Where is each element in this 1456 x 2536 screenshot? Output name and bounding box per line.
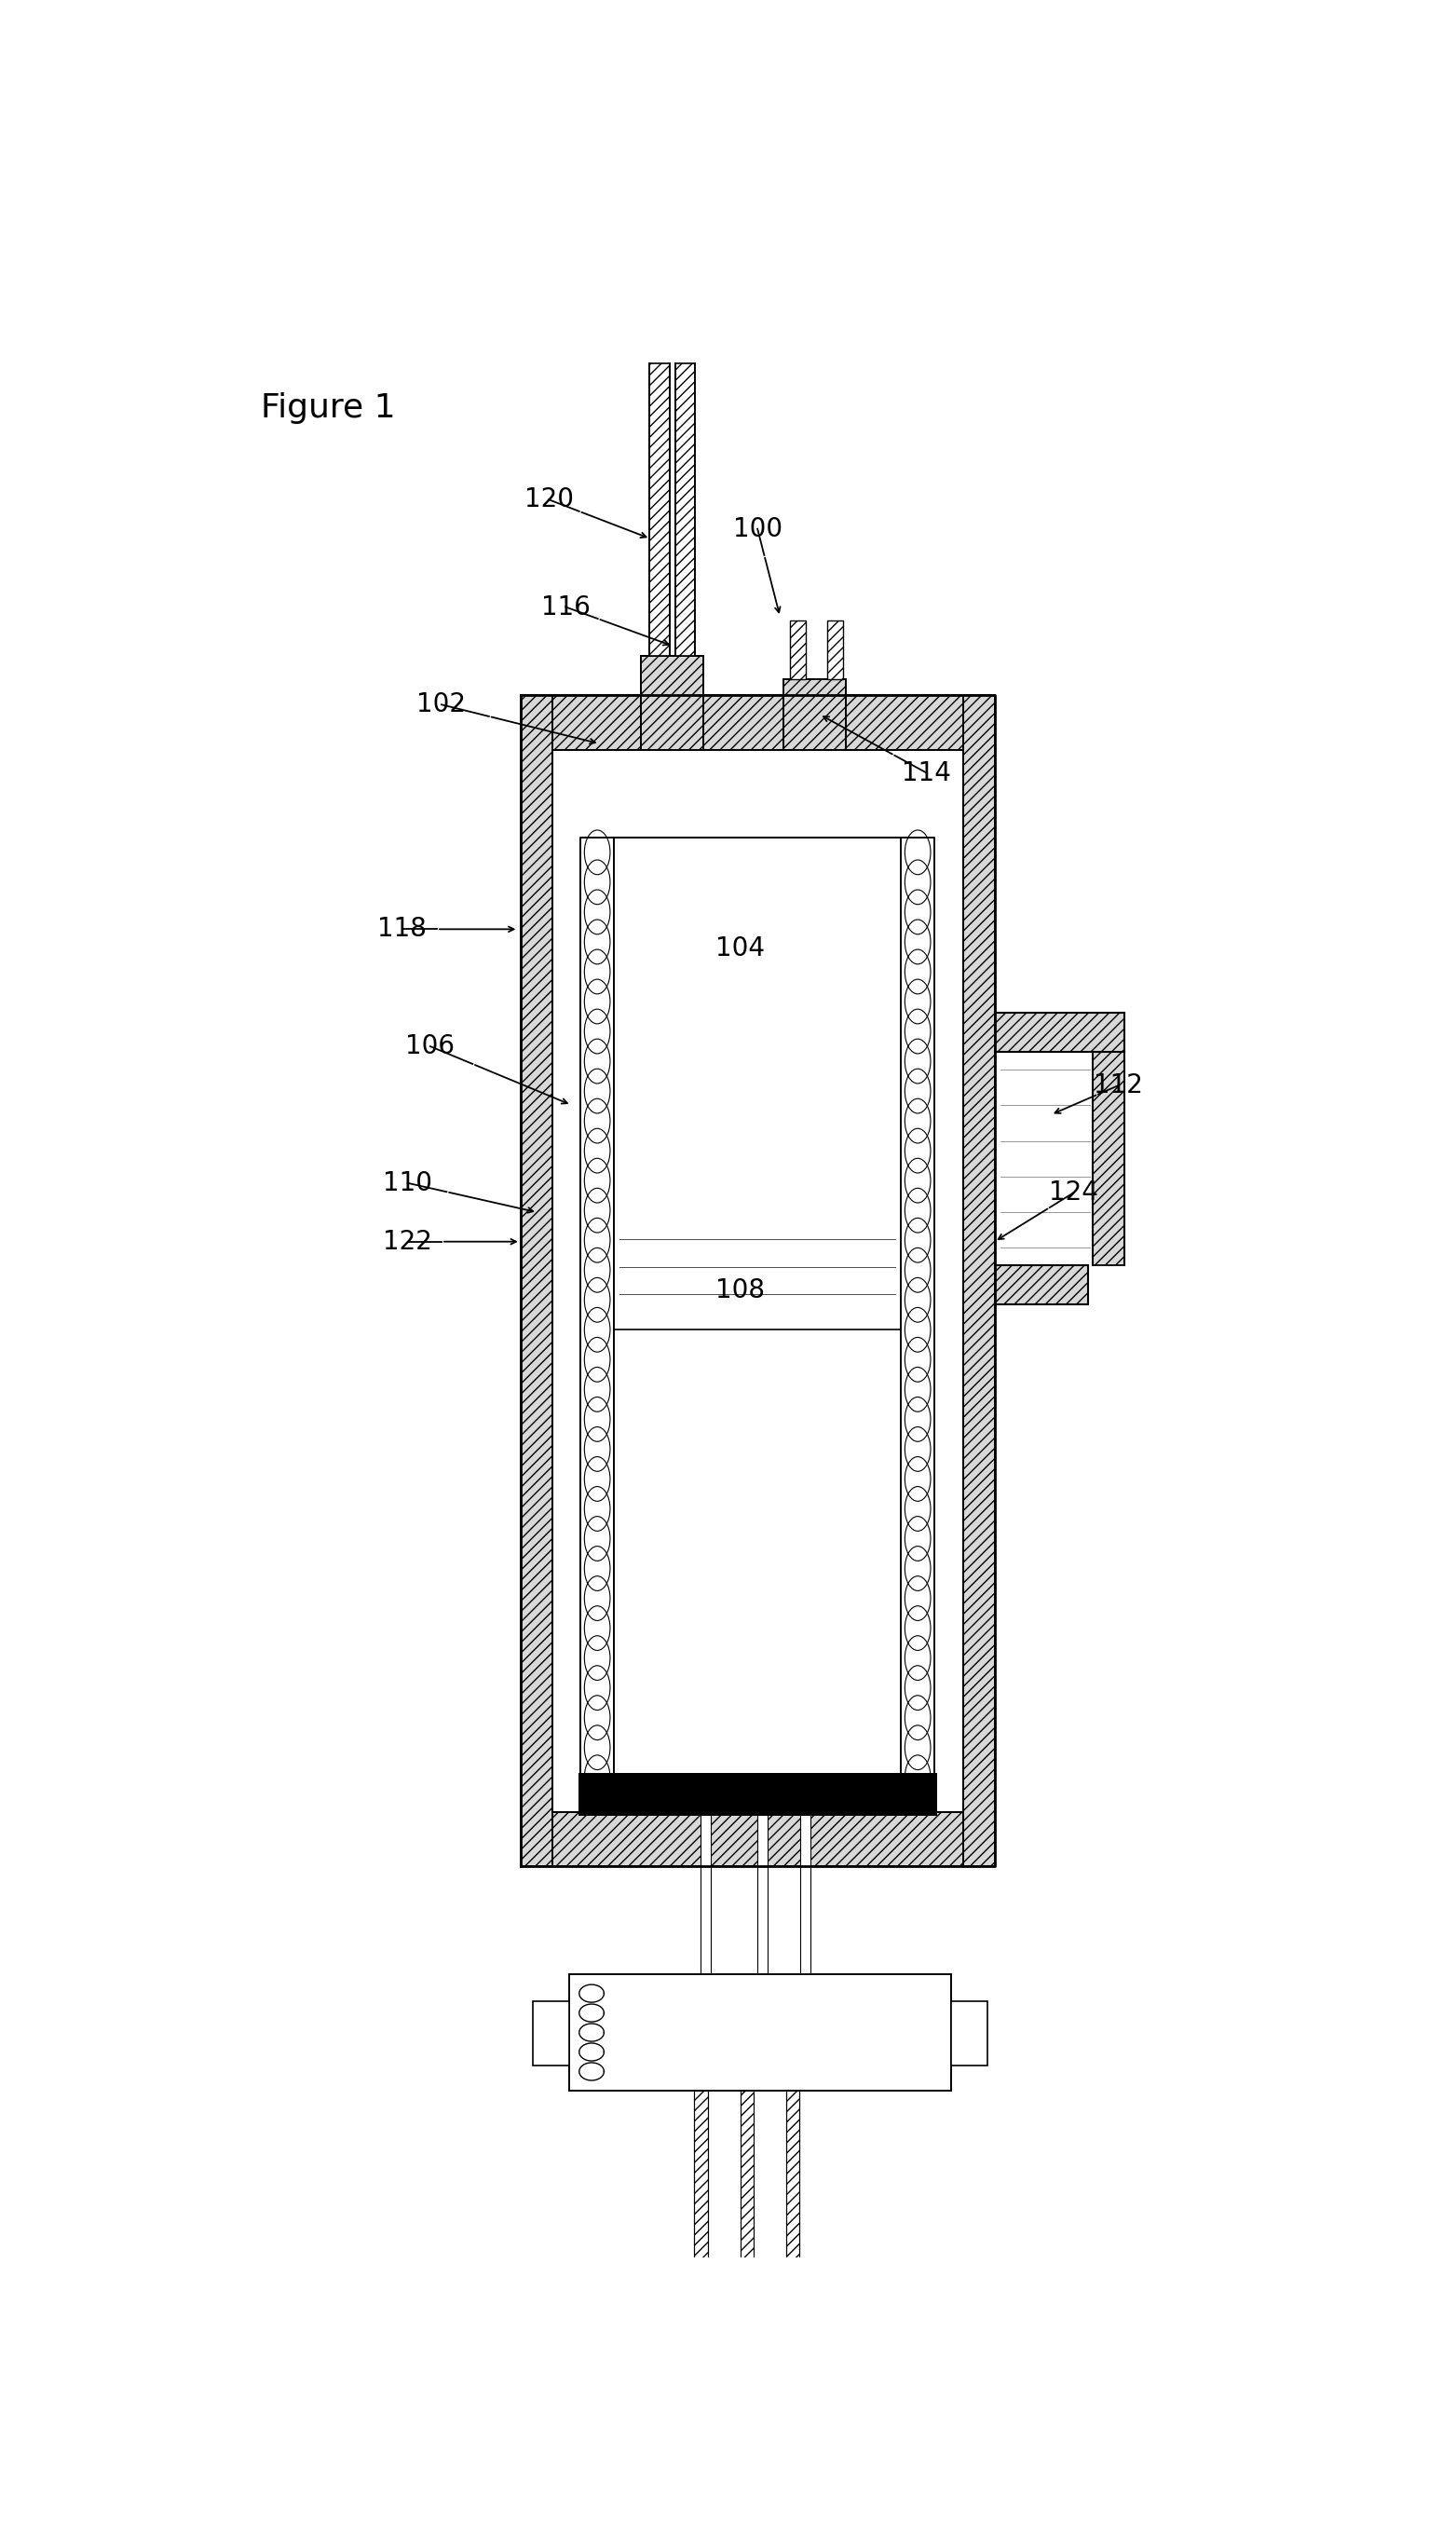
Text: 124: 124 [1048, 1179, 1098, 1205]
Bar [801, 1811, 811, 1973]
Text: 108: 108 [716, 1278, 766, 1304]
Bar [962, 695, 994, 1866]
Text: 110: 110 [383, 1169, 432, 1197]
Text: 122: 122 [383, 1227, 432, 1255]
Bar [552, 751, 962, 1811]
Bar [757, 1811, 767, 1973]
Bar [700, 1811, 711, 1973]
Bar [791, 621, 805, 680]
Bar [614, 837, 901, 1793]
Bar [695, 2092, 708, 2326]
Bar [786, 2092, 799, 2326]
Text: 112: 112 [1093, 1073, 1143, 1098]
Bar [994, 1052, 1092, 1265]
Bar [676, 363, 696, 657]
Text: 118: 118 [377, 915, 427, 943]
Bar [994, 1265, 1088, 1304]
Bar [740, 2092, 754, 2326]
Text: 120: 120 [524, 487, 574, 512]
Bar [783, 680, 846, 751]
Bar [1092, 1052, 1124, 1265]
Bar [641, 657, 703, 751]
Bar [533, 2001, 569, 2064]
Bar [569, 1973, 952, 2092]
Bar [521, 695, 552, 1866]
Text: 114: 114 [903, 761, 951, 786]
Bar [521, 1811, 994, 1866]
Bar [994, 1014, 1124, 1052]
Text: 104: 104 [716, 936, 766, 961]
Text: 106: 106 [406, 1032, 454, 1060]
Text: 116: 116 [542, 593, 590, 619]
Text: 100: 100 [732, 515, 782, 543]
Bar [521, 695, 994, 751]
Bar [578, 1773, 936, 1816]
Bar [952, 2001, 987, 2064]
Bar [649, 363, 670, 657]
Text: Figure 1: Figure 1 [261, 393, 396, 424]
Text: 102: 102 [416, 692, 466, 718]
Bar [827, 621, 843, 680]
